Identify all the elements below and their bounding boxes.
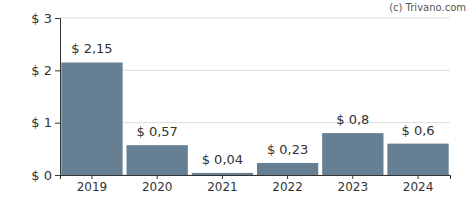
x-axis: 2019 2020 2021 2022 2023 2024 <box>61 175 451 194</box>
x-tick-mark <box>418 175 419 179</box>
bar <box>127 145 188 175</box>
y-tick-mark <box>55 175 60 176</box>
x-tick-mark <box>222 175 223 179</box>
x-tick: 2024 <box>403 175 434 194</box>
y-tick-label: $ 1 <box>31 115 52 130</box>
y-tick-mark <box>55 70 60 71</box>
grid-line <box>60 18 450 19</box>
x-tick: 2020 <box>142 175 173 194</box>
bar <box>387 144 448 175</box>
data-label: $ 2,15 <box>71 41 112 56</box>
x-tick: 2021 <box>207 175 238 194</box>
y-tick-label: $ 2 <box>31 63 52 78</box>
x-tick: 2022 <box>272 175 303 194</box>
annotation: (c) Trivano.com <box>389 2 466 13</box>
data-label: $ 0,04 <box>202 152 243 167</box>
x-tick-label: 2020 <box>142 180 173 194</box>
y-tick-mark <box>55 123 60 124</box>
bar <box>257 163 318 175</box>
y-tick-label: $ 0 <box>31 168 52 183</box>
x-tick: 2023 <box>338 175 369 194</box>
chart-svg: $ 0 $ 1 $ 2 $ 3 2019 2020 2021 2022 2023 2024 $ 2,… <box>0 0 470 200</box>
x-tick-label: 2019 <box>77 180 108 194</box>
bar <box>192 173 253 175</box>
y-axis-line <box>55 19 61 176</box>
x-tick-mark <box>352 175 353 179</box>
plot: $ 0 $ 1 $ 2 $ 3 2019 2020 2021 2022 2023 2024 $ 2,… <box>31 11 450 194</box>
grid <box>60 18 450 175</box>
x-tick-mark <box>157 175 158 179</box>
y-axis: $ 0 $ 1 $ 2 $ 3 <box>31 11 60 183</box>
data-label: $ 0,23 <box>267 142 308 157</box>
x-tick-label: 2022 <box>272 180 303 194</box>
data-label: $ 0,57 <box>136 124 177 139</box>
chart-container: $ 0 $ 1 $ 2 $ 3 2019 2020 2021 2022 2023 2024 $ 2,… <box>0 0 470 200</box>
bar <box>61 62 122 175</box>
x-tick-label: 2021 <box>207 180 238 194</box>
bar <box>322 133 383 175</box>
y-tick-label: $ 3 <box>31 11 52 26</box>
x-tick-mark <box>91 175 92 179</box>
y-tick: $ 3 <box>31 11 60 26</box>
x-tick-label: 2024 <box>403 180 434 194</box>
data-label: $ 0,6 <box>402 123 435 138</box>
y-tick: $ 2 <box>31 63 60 78</box>
y-tick-mark <box>55 18 60 19</box>
x-tick-label: 2023 <box>338 180 369 194</box>
x-tick: 2019 <box>77 175 108 194</box>
y-tick: $ 0 <box>31 168 60 183</box>
data-labels: $ 2,15 $ 0,57 $ 0,04 $ 0,23 $ 0,8 $ 0,6 <box>71 41 434 166</box>
x-tick-mark <box>287 175 288 179</box>
bars <box>61 62 448 175</box>
x-axis-line <box>61 176 451 180</box>
data-label: $ 0,8 <box>336 112 369 127</box>
y-tick: $ 1 <box>31 115 60 130</box>
